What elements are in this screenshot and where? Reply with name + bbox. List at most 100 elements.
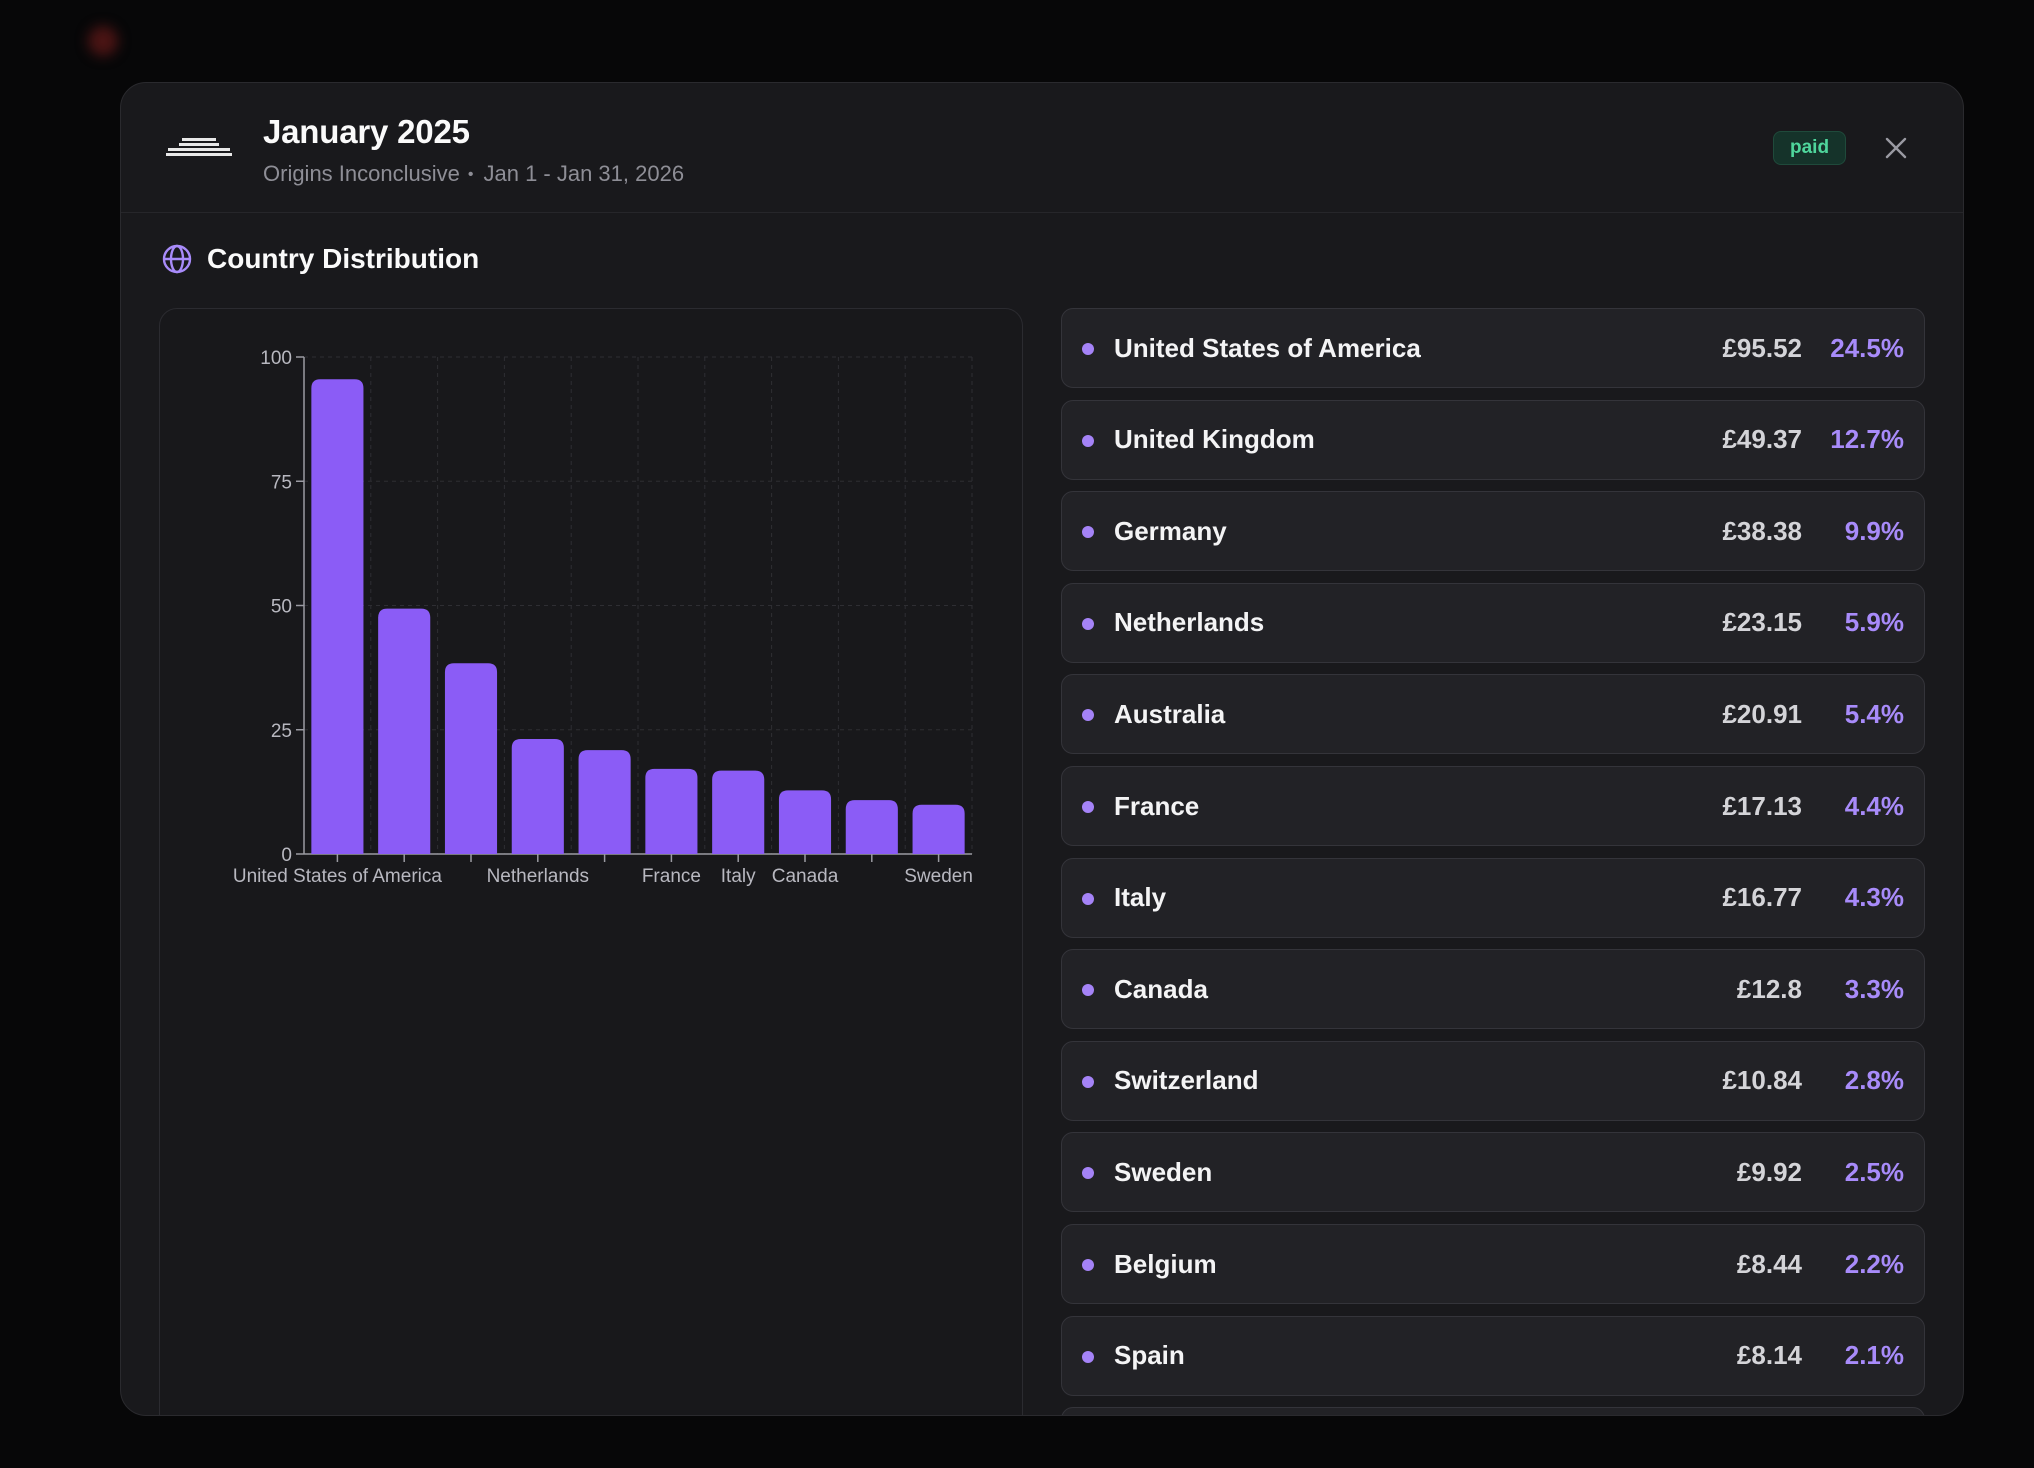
country-row[interactable]: United Kingdom £49.37 12.7% (1061, 399, 1925, 480)
country-percent: 5.4% (1844, 698, 1904, 729)
bar-canada (778, 790, 832, 854)
country-name: Canada (1114, 973, 1208, 1004)
bullet-dot (1082, 709, 1094, 722)
country-name: United Kingdom (1114, 424, 1315, 455)
country-percent: 2.2% (1844, 1248, 1904, 1279)
bullet-dot (1082, 526, 1094, 539)
country-amount: £16.77 (1722, 882, 1802, 913)
x-tick-label: Canada (772, 866, 839, 887)
bullet-dot (1082, 984, 1094, 997)
country-row[interactable]: Canada £12.8 3.3% (1061, 949, 1925, 1030)
country-percent: 2.5% (1844, 1156, 1904, 1187)
country-name: Spain (1114, 1340, 1185, 1371)
y-tick-label: 75 (271, 472, 292, 493)
country-amount: £8.44 (1736, 1248, 1802, 1279)
country-name: France (1114, 790, 1200, 821)
country-name: United States of America (1114, 332, 1421, 363)
y-tick-label: 50 (271, 597, 292, 618)
country-percent: 2.1% (1844, 1340, 1904, 1371)
bar-france (645, 768, 698, 854)
country-name: Australia (1114, 698, 1226, 729)
modal-header: January 2025 Origins Inconclusive • Jan 1 … (121, 83, 1963, 213)
bullet-dot (1082, 343, 1094, 355)
country-amount: £12.8 (1736, 973, 1802, 1004)
subtitle-separator: • (467, 166, 474, 183)
bar-united-states-of-america (311, 379, 364, 854)
bar-italy (712, 770, 765, 854)
modal-title: January 2025 (263, 113, 470, 150)
country-row[interactable]: France £17.13 4.4% (1061, 766, 1925, 846)
country-row[interactable]: United States of America £95.52 24.5% (1061, 308, 1925, 388)
country-row[interactable]: Australia £20.91 5.4% (1061, 674, 1925, 755)
section-title: Country Distribution (207, 243, 480, 274)
country-amount: £9.92 (1736, 1156, 1802, 1187)
bullet-dot (1082, 1259, 1094, 1271)
country-name: Italy (1114, 882, 1167, 913)
globe-icon (162, 244, 192, 274)
country-name: Belgium (1114, 1248, 1217, 1279)
y-tick-label: 100 (260, 348, 292, 369)
country-percent: 4.4% (1844, 790, 1904, 821)
country-amount: £23.15 (1722, 607, 1802, 638)
country-name: Netherlands (1114, 607, 1265, 638)
country-percent: 4.3% (1844, 882, 1904, 913)
bullet-dot (1082, 617, 1094, 630)
country-row[interactable]: Spain £8.14 2.1% (1061, 1315, 1925, 1396)
bullet-dot (1082, 801, 1094, 813)
country-amount: £10.84 (1722, 1065, 1802, 1096)
country-percent: 24.5% (1830, 332, 1904, 363)
date-range: Jan 1 - Jan 31, 2026 (483, 161, 685, 186)
country-amount: £38.38 (1722, 515, 1802, 546)
bar-united-kingdom (378, 608, 431, 854)
country-percent: 9.9% (1844, 515, 1904, 546)
bar-sweden (912, 804, 965, 854)
backdrop-dot (88, 26, 118, 56)
country-amount: £49.37 (1722, 424, 1802, 455)
country-row-partial[interactable] (1061, 1407, 1925, 1415)
bar-germany (444, 663, 498, 854)
status-badge: paid (1773, 131, 1847, 165)
invoice-modal: January 2025 Origins Inconclusive • Jan 1 … (120, 82, 1964, 1416)
x-tick-label: France (642, 866, 701, 887)
country-row[interactable]: Switzerland £10.84 2.8% (1061, 1040, 1925, 1121)
chart-panel: 0 25 50 75 100 United States of America Nether… (159, 308, 1023, 1415)
bullet-dot (1082, 892, 1094, 905)
country-amount: £95.52 (1722, 332, 1802, 363)
country-row[interactable]: Sweden £9.92 2.5% (1061, 1132, 1925, 1213)
close-button[interactable] (1877, 129, 1915, 167)
modal-subtitle: Origins Inconclusive • Jan 1 - Jan 31, 202… (263, 161, 684, 187)
country-row[interactable]: Germany £38.38 9.9% (1061, 491, 1925, 572)
country-bar-chart: 0 25 50 75 100 United States of America Nether… (233, 348, 973, 887)
close-icon (1885, 137, 1907, 159)
country-row[interactable]: Italy £16.77 4.3% (1061, 857, 1925, 938)
country-percent: 12.7% (1830, 424, 1904, 455)
x-tick-label: Netherlands (487, 866, 589, 887)
country-percent: 5.9% (1844, 607, 1904, 638)
country-percent: 2.8% (1844, 1065, 1904, 1096)
account-name: Origins Inconclusive (263, 161, 460, 186)
country-amount: £8.14 (1736, 1340, 1802, 1371)
bullet-dot (1082, 1075, 1094, 1088)
title-block: January 2025 Origins Inconclusive • Jan 1 … (263, 113, 684, 187)
bullet-dot (1082, 1167, 1094, 1180)
country-name: Switzerland (1114, 1065, 1259, 1096)
brand-logo (165, 135, 233, 159)
country-row[interactable]: Belgium £8.44 2.2% (1061, 1224, 1925, 1304)
bullet-dot (1082, 434, 1094, 447)
bar-netherlands (511, 738, 564, 854)
bar-switzerland (845, 800, 898, 854)
bullet-dot (1082, 1350, 1094, 1363)
country-name: Sweden (1114, 1156, 1213, 1187)
x-tick-label: Sweden (904, 866, 973, 887)
y-tick-label: 0 (281, 845, 292, 866)
y-tick-label: 25 (271, 721, 292, 742)
country-percent: 3.3% (1844, 973, 1904, 1004)
section-heading: Country Distribution (161, 243, 479, 275)
country-amount: £20.91 (1722, 698, 1802, 729)
country-row[interactable]: Netherlands £23.15 5.9% (1061, 582, 1925, 663)
x-tick-label: United States of America (233, 866, 443, 887)
x-tick-label: Italy (721, 866, 756, 887)
bar-australia (578, 750, 631, 854)
country-amount: £17.13 (1722, 790, 1802, 821)
country-name: Germany (1114, 515, 1227, 546)
